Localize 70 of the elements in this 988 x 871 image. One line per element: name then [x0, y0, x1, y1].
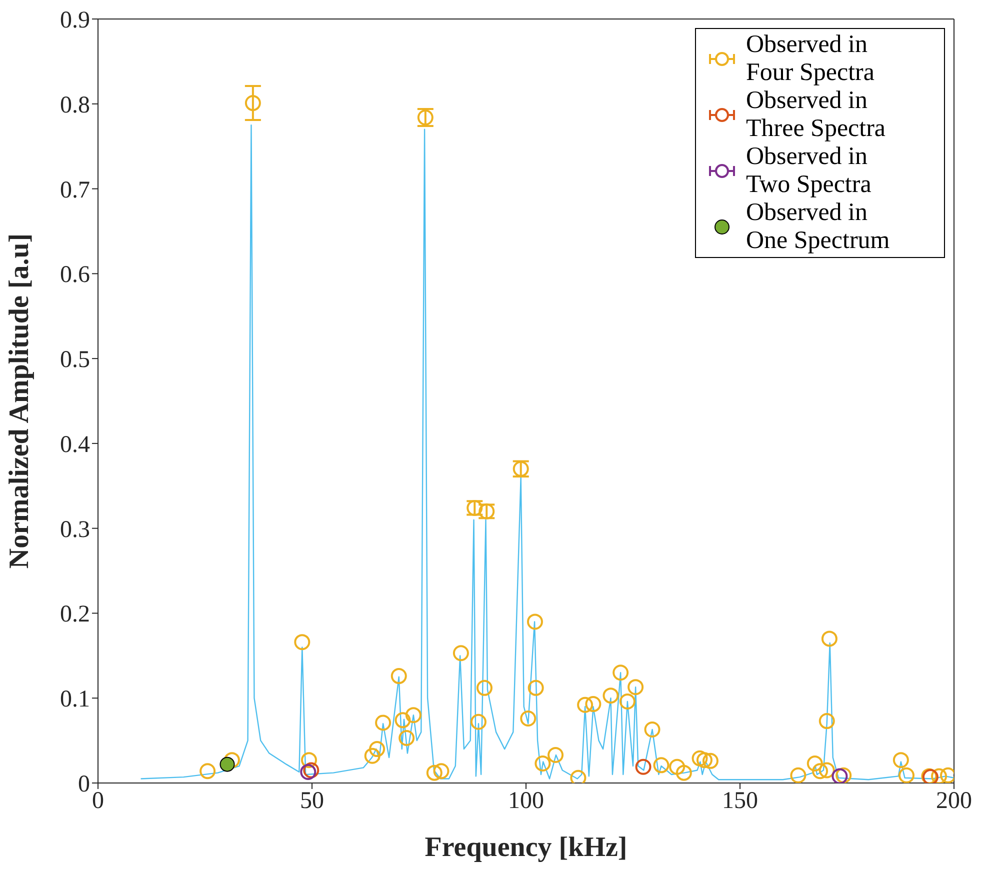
point [200, 763, 216, 780]
point [818, 713, 835, 730]
point [702, 752, 718, 769]
y-tick-label: 0.2 [60, 602, 90, 628]
point [300, 764, 316, 780]
point [692, 750, 708, 766]
point [806, 755, 823, 772]
point [602, 688, 619, 704]
point [426, 764, 442, 781]
point [812, 763, 828, 780]
y-tick-label: 0.1 [60, 686, 90, 713]
point [676, 764, 692, 781]
point [832, 768, 848, 783]
point [433, 763, 450, 780]
point [534, 755, 551, 772]
point [244, 95, 261, 112]
point [303, 762, 320, 778]
x-tick-label: 100 [508, 788, 544, 814]
legend-label: Observed in Three Spectra [746, 87, 887, 143]
point [548, 746, 564, 763]
y-tick-label: 0 [78, 772, 90, 798]
x-tick-label: 50 [300, 788, 324, 814]
legend-label: Observed in Two Spectra [746, 143, 872, 199]
point [653, 757, 670, 774]
point [619, 694, 636, 710]
point [669, 758, 686, 775]
y-tick-label: 0.6 [60, 262, 90, 288]
point [628, 679, 644, 696]
point [635, 758, 652, 775]
point [301, 752, 318, 768]
point [585, 696, 602, 712]
point [394, 712, 411, 728]
point [224, 752, 240, 768]
y-tick-label: 0.8 [60, 92, 90, 118]
legend-label: Observed in One Spectrum [746, 199, 891, 255]
y-tick-label: 0.7 [60, 177, 90, 204]
point [790, 767, 806, 783]
point [452, 645, 469, 662]
point [476, 680, 492, 696]
point [364, 748, 380, 764]
y-tick-label: 0.3 [60, 516, 90, 543]
point [577, 696, 594, 713]
point [220, 756, 235, 772]
point [528, 680, 544, 696]
point [375, 714, 392, 731]
point [836, 767, 852, 783]
legend-label: Observed in Four Spectra [746, 31, 876, 87]
point [369, 741, 386, 758]
point [898, 767, 914, 783]
point [931, 768, 948, 783]
y-tick-label: 0.5 [60, 347, 90, 374]
x-axis-title: Frequency [kHz] [424, 832, 628, 863]
point [644, 722, 660, 738]
point [526, 614, 543, 630]
point [818, 762, 835, 778]
point [398, 730, 415, 746]
y-tick-label: 0.9 [60, 8, 90, 34]
point [405, 707, 422, 724]
y-tick-label: 0.4 [60, 432, 90, 458]
point [612, 664, 629, 681]
point [470, 714, 486, 730]
point [821, 630, 838, 647]
point [696, 752, 712, 768]
point [520, 710, 536, 726]
x-tick-label: 150 [722, 788, 758, 814]
point [892, 752, 909, 768]
y-axis-title: Normalized Amplitude [a.u] [4, 233, 35, 569]
point [390, 668, 407, 684]
point [294, 634, 310, 650]
x-tick-label: 200 [936, 788, 972, 814]
